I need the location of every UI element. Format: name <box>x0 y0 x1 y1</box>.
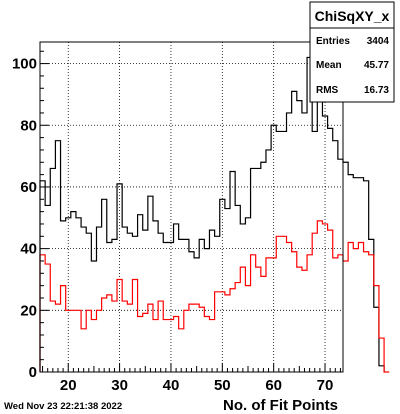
x-tick-label: 60 <box>265 377 282 394</box>
x-tick-label: 50 <box>214 377 231 394</box>
stats-entries-value: 3404 <box>367 36 390 47</box>
x-tick-label: 20 <box>60 377 77 394</box>
timestamp-label: Wed Nov 23 22:21:38 2022 <box>4 401 122 412</box>
x-tick-label: 40 <box>163 377 180 394</box>
stats-box-title: ChiSqXY_x <box>315 8 390 24</box>
stats-box-frame <box>309 1 395 103</box>
y-tick-label: 60 <box>20 179 37 196</box>
x-tick-label: 30 <box>111 377 128 394</box>
stats-rms-label: RMS <box>316 85 339 96</box>
histogram-series-1 <box>39 56 385 372</box>
y-tick-label: 40 <box>20 241 37 258</box>
y-tick-label: 0 <box>29 364 37 381</box>
stats-box: ChiSqXY_x Entries 3404 Mean 45.77 RMS 16… <box>309 1 395 103</box>
series-layer <box>39 56 390 373</box>
stats-rms-value: 16.73 <box>364 85 389 96</box>
y-tick-label: 80 <box>20 117 37 134</box>
y-tick-label: 100 <box>12 56 37 73</box>
y-tick-label: 20 <box>20 302 37 319</box>
histogram-series-2 <box>39 220 390 373</box>
axis-ticks <box>40 50 341 373</box>
x-axis-title: No. of Fit Points <box>223 397 338 414</box>
x-tick-label: 70 <box>317 377 334 394</box>
stats-mean-value: 45.77 <box>364 60 389 71</box>
stats-entries-label: Entries <box>316 36 350 47</box>
stats-mean-label: Mean <box>316 60 342 71</box>
axis-tick-labels: 20 30 40 50 60 70 0 20 40 60 80 100 <box>12 56 333 394</box>
